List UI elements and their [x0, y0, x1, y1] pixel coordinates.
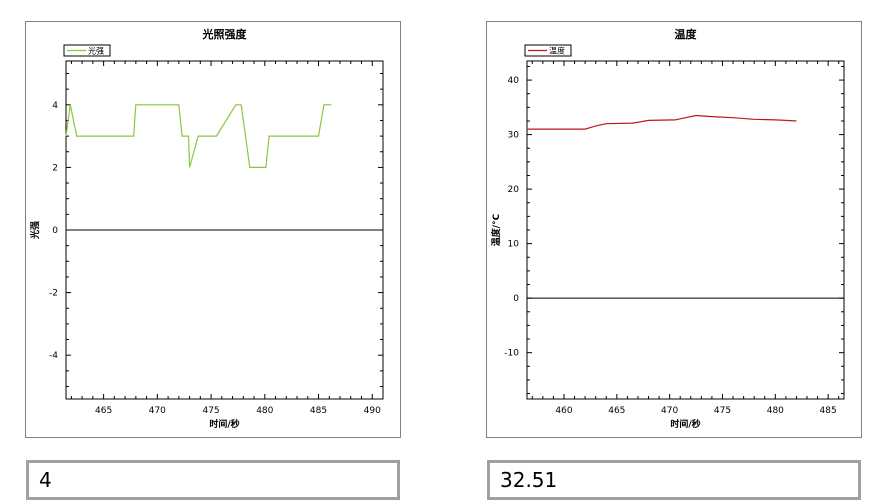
y-tick-label: 30	[508, 131, 520, 141]
x-tick-label: 475	[714, 406, 731, 416]
y-tick-label: 40	[508, 76, 520, 86]
y-axis-label: 温度/°C	[490, 213, 502, 246]
series-line	[65, 104, 332, 168]
x-tick-label: 470	[661, 406, 678, 416]
x-tick-label: 490	[364, 406, 381, 416]
x-tick-label: 460	[555, 406, 572, 416]
x-tick-label: 480	[767, 406, 784, 416]
x-axis-label: 时间/秒	[209, 418, 239, 430]
legend-label: 温度	[549, 46, 565, 56]
light-chart-panel: 光照强度 -4 -2 0 2 4 465 470 475 480 485 490 时间/秒 光强 光强	[25, 21, 401, 438]
y-tick-label: -10	[504, 349, 519, 359]
y-tick-label: -4	[49, 351, 58, 361]
y-tick-label: 0	[513, 294, 519, 304]
x-tick-label: 480	[256, 406, 273, 416]
y-tick-label: 4	[52, 101, 58, 111]
y-tick-label: 10	[508, 240, 520, 250]
legend-box	[63, 44, 111, 57]
x-tick-label: 465	[608, 406, 625, 416]
plot-frame	[526, 60, 845, 400]
temperature-chart-panel: 温度 -10 0 10 20 30 40 460 465 470 475 480 485 时间/秒 温度/°…	[486, 21, 862, 438]
y-tick-label: -2	[49, 289, 58, 299]
y-axis-label: 光强	[29, 221, 41, 240]
y-tick-label: 0	[52, 226, 58, 236]
x-tick-label: 475	[202, 406, 219, 416]
light-value-field[interactable]: 4	[26, 460, 400, 500]
y-tick-label: 20	[508, 185, 520, 195]
temperature-chart: 温度 -10 0 10 20 30 40 460 465 470 475 480 485 时间/秒 温度/°…	[490, 27, 845, 430]
x-tick-label: 470	[149, 406, 166, 416]
y-tick-label: 2	[52, 163, 58, 173]
chart-title: 温度	[675, 27, 698, 41]
x-axis-label: 时间/秒	[670, 418, 700, 430]
x-tick-label: 465	[95, 406, 112, 416]
legend-label: 光强	[88, 46, 104, 56]
series-line	[527, 114, 797, 130]
x-tick-label: 485	[820, 406, 837, 416]
chart-title: 光照强度	[202, 27, 248, 41]
legend-box	[524, 44, 572, 57]
temperature-value-field[interactable]: 32.51	[487, 460, 861, 500]
x-tick-label: 485	[310, 406, 327, 416]
